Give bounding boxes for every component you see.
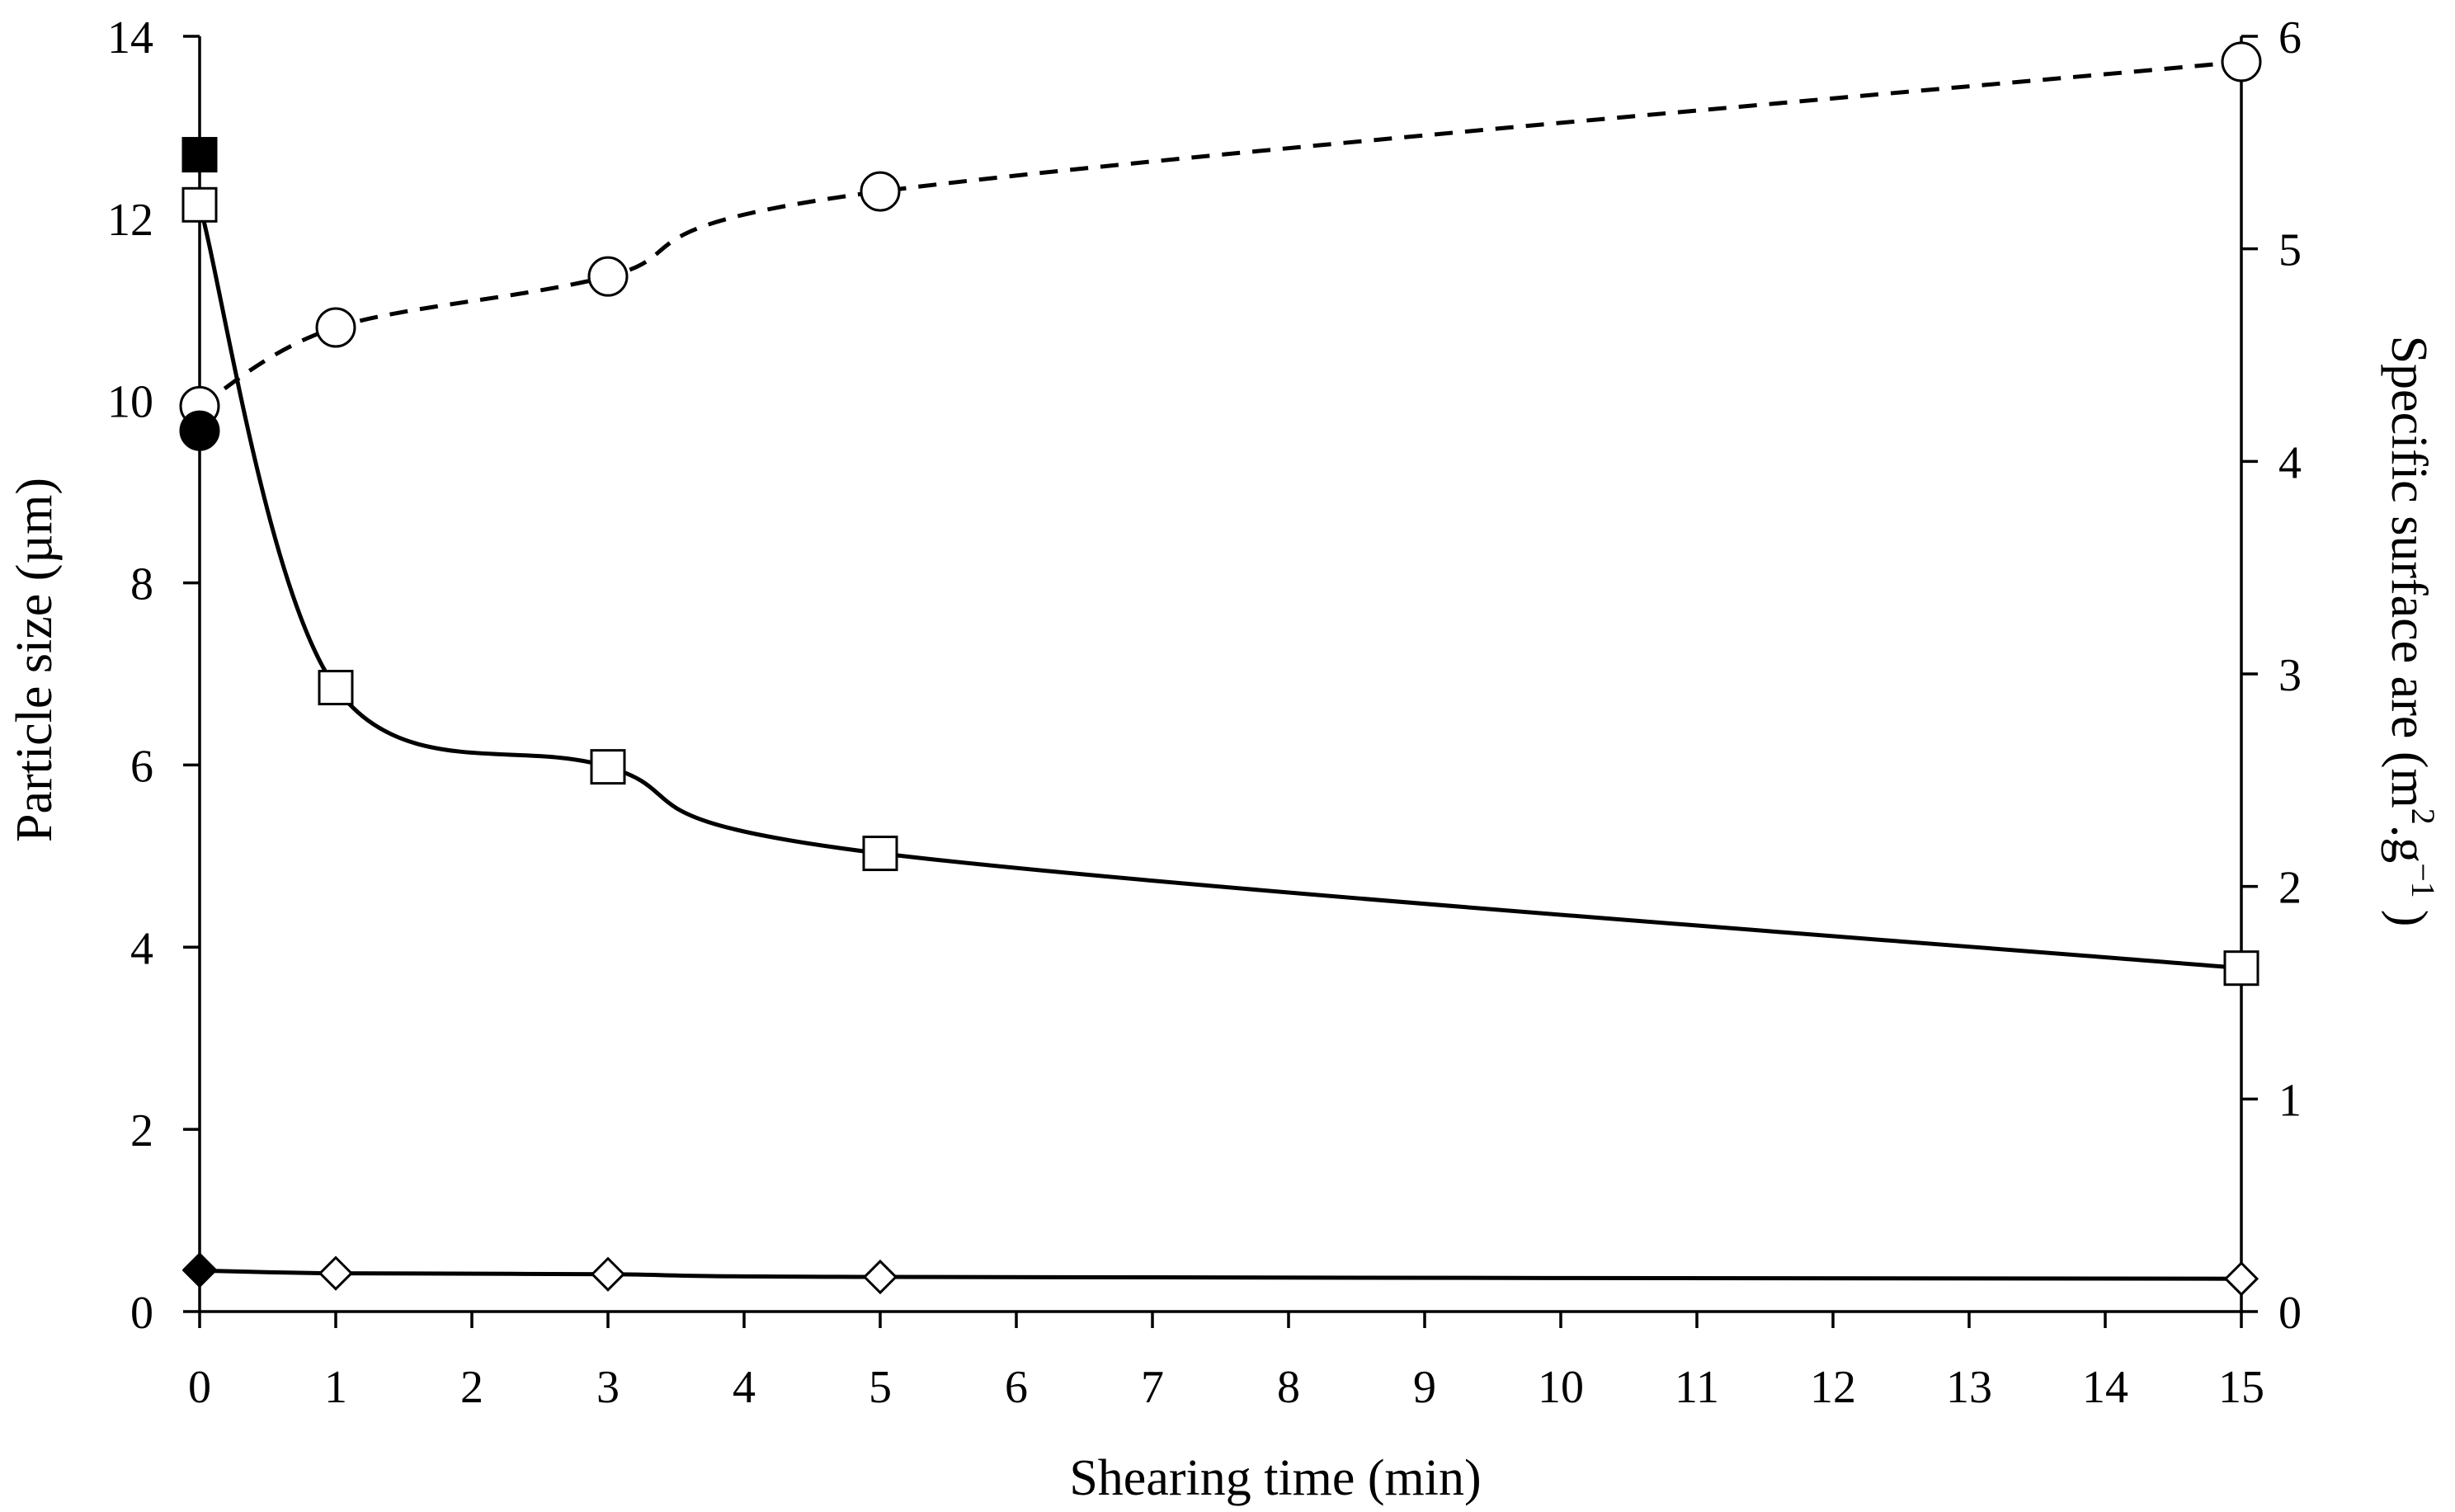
series-2-line (199, 1268, 2242, 1281)
y-right-tick-label: 6 (2278, 12, 2302, 64)
x-tick-label: 12 (1810, 1362, 1856, 1413)
point-2-marker (179, 410, 220, 451)
series-3-marker (860, 171, 901, 212)
series-1-marker (318, 670, 354, 706)
series-2-marker (862, 1259, 898, 1295)
y-right-tick-label: 4 (2278, 437, 2302, 488)
series-2-marker (590, 1256, 626, 1292)
x-tick-label: 8 (1277, 1362, 1300, 1413)
x-tick-label: 3 (596, 1362, 620, 1413)
y-right-tick-label: 2 (2278, 863, 2302, 914)
series-1-marker (590, 749, 626, 785)
series-layer (197, 59, 2242, 1281)
series-3-line (198, 59, 2242, 408)
y-right-tick-label: 5 (2278, 225, 2302, 276)
series-3-marker (587, 256, 629, 297)
x-axis-title: Shearing time (min) (1069, 1450, 1481, 1506)
y-left-tick-label: 10 (107, 377, 153, 428)
x-tick-label: 10 (1538, 1362, 1584, 1413)
y-left-tick-label: 12 (107, 195, 153, 246)
x-tick-label: 14 (2082, 1362, 2128, 1413)
y-right-tick-label: 0 (2278, 1288, 2302, 1339)
series-1-line (197, 204, 2242, 971)
y-axis-right-title-main: Specific surface are (m (2381, 336, 2437, 808)
point-3-marker (181, 1252, 218, 1288)
y-axis-right-title-end: ) (2381, 910, 2437, 927)
y-left-tick-label: 4 (130, 923, 153, 974)
y-axis-right-title-mid: .g (2381, 825, 2437, 864)
x-tick-label: 9 (1413, 1362, 1436, 1413)
series-2-marker (2223, 1261, 2259, 1297)
x-tick-label: 6 (1005, 1362, 1028, 1413)
x-tick-label: 2 (460, 1362, 483, 1413)
x-tick-label: 1 (324, 1362, 347, 1413)
x-tick-label: 4 (733, 1362, 756, 1413)
point-1-marker (181, 137, 218, 173)
series-1-marker (862, 836, 898, 872)
series-3-marker (315, 307, 356, 348)
x-tick-label: 5 (869, 1362, 892, 1413)
y-axis-right-title-sup2: −1 (2405, 863, 2442, 898)
series-3-marker (2221, 41, 2262, 82)
x-tick-label: 7 (1141, 1362, 1164, 1413)
y-axis-right-title: Specific surface are (m2.g−1) (2381, 336, 2442, 927)
y-left-tick-label: 14 (107, 12, 153, 64)
x-tick-label: 0 (188, 1362, 211, 1413)
x-tick-label: 11 (1675, 1362, 1719, 1413)
y-left-tick-label: 2 (130, 1105, 153, 1156)
y-left-tick-label: 8 (130, 559, 153, 610)
y-right-tick-label: 3 (2278, 650, 2302, 701)
y-right-tick-label: 1 (2278, 1075, 2302, 1126)
series-1-marker (181, 186, 218, 223)
y-axis-right-title-sup1: 2 (2405, 808, 2442, 825)
marker-layer (179, 41, 2262, 1297)
y-left-tick-label: 6 (130, 741, 153, 792)
x-tick-label: 13 (1946, 1362, 1992, 1413)
series-2-marker (318, 1255, 354, 1291)
series-1-marker (2223, 950, 2259, 987)
x-tick-label: 15 (2218, 1362, 2264, 1413)
y-axis-left-title: Particle size (µm) (7, 478, 63, 842)
y-left-tick-label: 0 (130, 1288, 153, 1339)
